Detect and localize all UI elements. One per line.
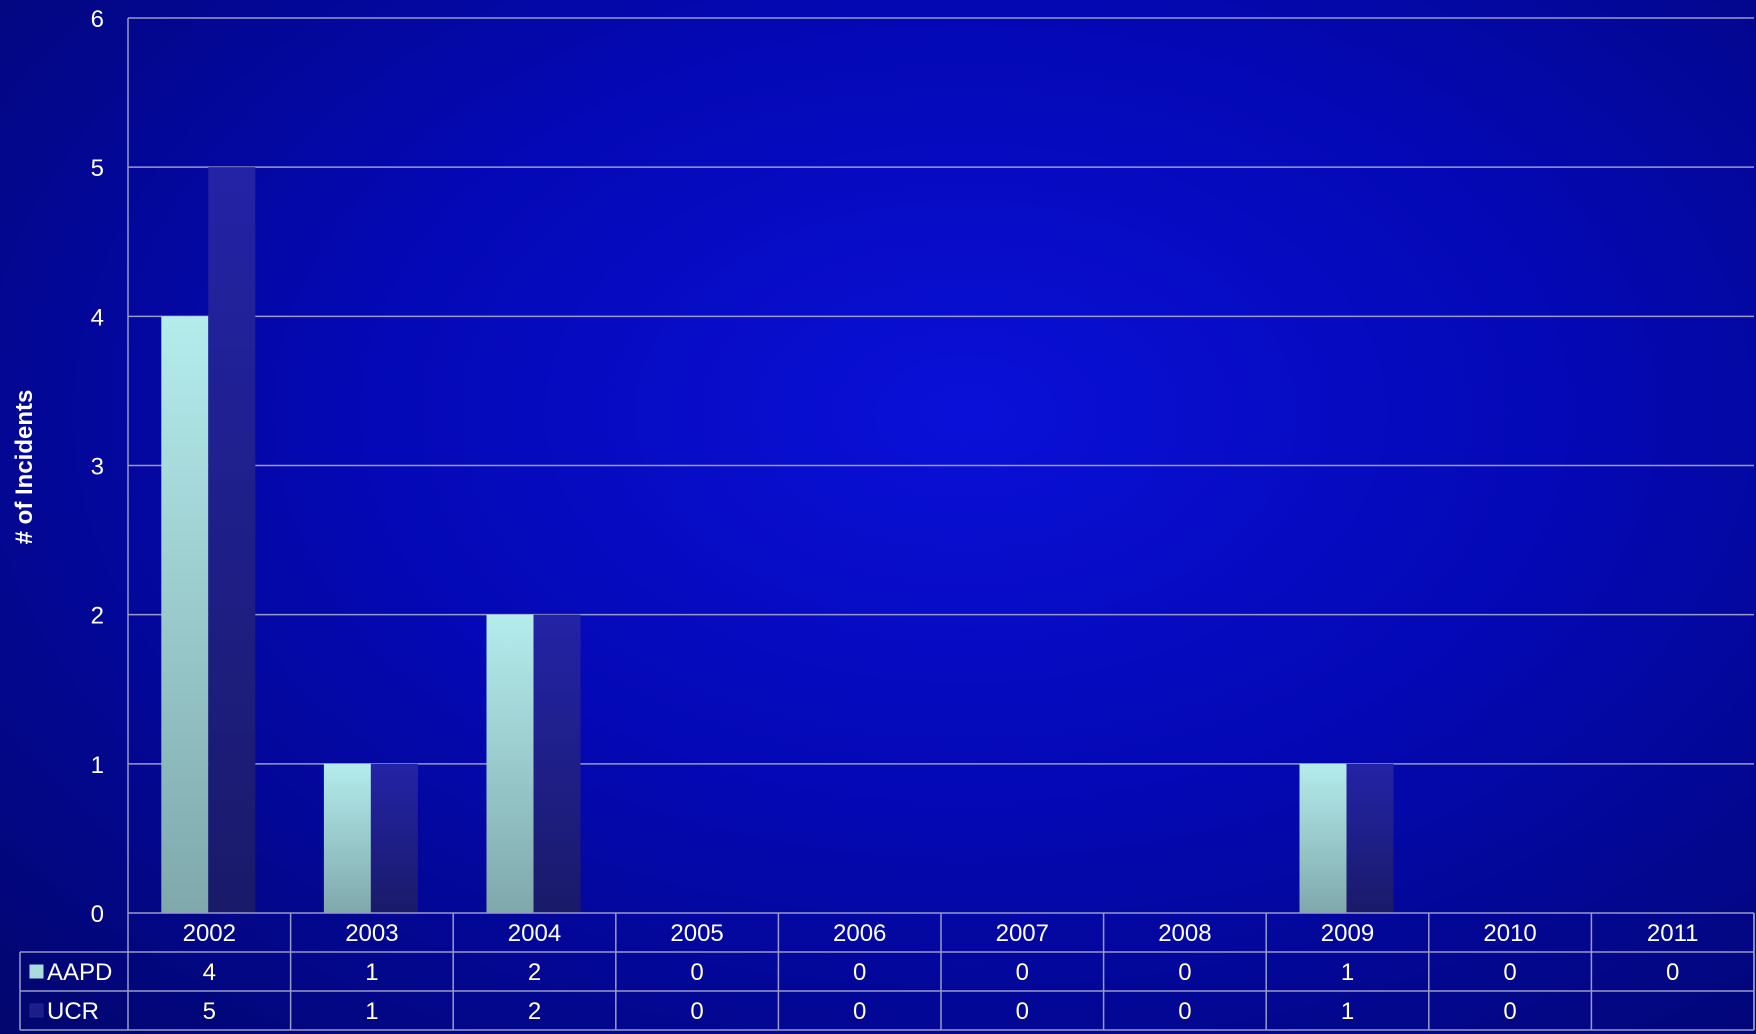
- table-value-aapd: 0: [1503, 959, 1516, 986]
- legend-swatch-ucr: [29, 1003, 44, 1018]
- bar-aapd-2003: [323, 763, 371, 913]
- x-tick-label: 2009: [1321, 920, 1374, 947]
- x-tick-label: 2010: [1483, 920, 1536, 947]
- bar-ucr-2002: [208, 167, 256, 913]
- bar-ucr-2003: [370, 763, 418, 913]
- legend-label-aapd: AAPD: [47, 959, 112, 986]
- legend-swatch-aapd: [29, 964, 44, 979]
- bars: [161, 167, 1394, 913]
- table-value-ucr: 0: [853, 998, 866, 1025]
- y-tick-label: 2: [91, 603, 104, 630]
- bar-aapd-2002: [161, 316, 209, 913]
- bar-aapd-2004: [486, 614, 534, 913]
- y-tick-label: 4: [91, 304, 104, 331]
- x-tick-label: 2011: [1647, 920, 1699, 947]
- axes: # of Incidents 0 1 2 3 4 5 6: [11, 6, 129, 928]
- x-tick-label: 2003: [345, 920, 398, 947]
- x-tick-label: 2004: [508, 920, 561, 947]
- y-tick-label: 6: [91, 6, 104, 33]
- x-tick-label: 2002: [183, 920, 236, 947]
- data-table: 2002 2003 2004 2005 2006 2007 2008 2009 2010 2011…: [19, 912, 1755, 1031]
- y-tick-label: 0: [91, 901, 104, 928]
- x-tick-label: 2007: [996, 920, 1049, 947]
- y-tick-label: 1: [91, 752, 104, 779]
- legend-label-ucr: UCR: [47, 998, 99, 1025]
- table-value-ucr: 1: [365, 998, 378, 1025]
- x-tick-label: 2008: [1158, 920, 1211, 947]
- y-tick-label: 3: [91, 454, 104, 481]
- table-value-aapd: 0: [853, 959, 866, 986]
- table-value-ucr: 2: [528, 998, 541, 1025]
- table-value-aapd: 0: [1016, 959, 1029, 986]
- table-value-aapd: 4: [203, 959, 216, 986]
- table-value-aapd: 1: [1341, 959, 1354, 986]
- y-axis-label: # of Incidents: [11, 390, 38, 545]
- table-value-ucr: 1: [1341, 998, 1354, 1025]
- table-value-aapd: 0: [1666, 959, 1679, 986]
- table-value-ucr: 0: [1503, 998, 1516, 1025]
- table-value-aapd: 0: [690, 959, 703, 986]
- table-value-ucr: 0: [1016, 998, 1029, 1025]
- x-tick-label: 2006: [833, 920, 886, 947]
- bar-aapd-2009: [1299, 763, 1347, 913]
- table-value-ucr: 0: [1178, 998, 1191, 1025]
- table-value-aapd: 0: [1178, 959, 1191, 986]
- table-value-ucr: 0: [690, 998, 703, 1025]
- gridlines: [128, 17, 1754, 765]
- table-value-aapd: 2: [528, 959, 541, 986]
- x-tick-label: 2005: [670, 920, 723, 947]
- table-value-ucr: 5: [203, 998, 216, 1025]
- y-tick-label: 5: [91, 155, 104, 182]
- bar-ucr-2009: [1346, 763, 1394, 913]
- bar-ucr-2004: [533, 614, 581, 913]
- table-value-aapd: 1: [365, 959, 378, 986]
